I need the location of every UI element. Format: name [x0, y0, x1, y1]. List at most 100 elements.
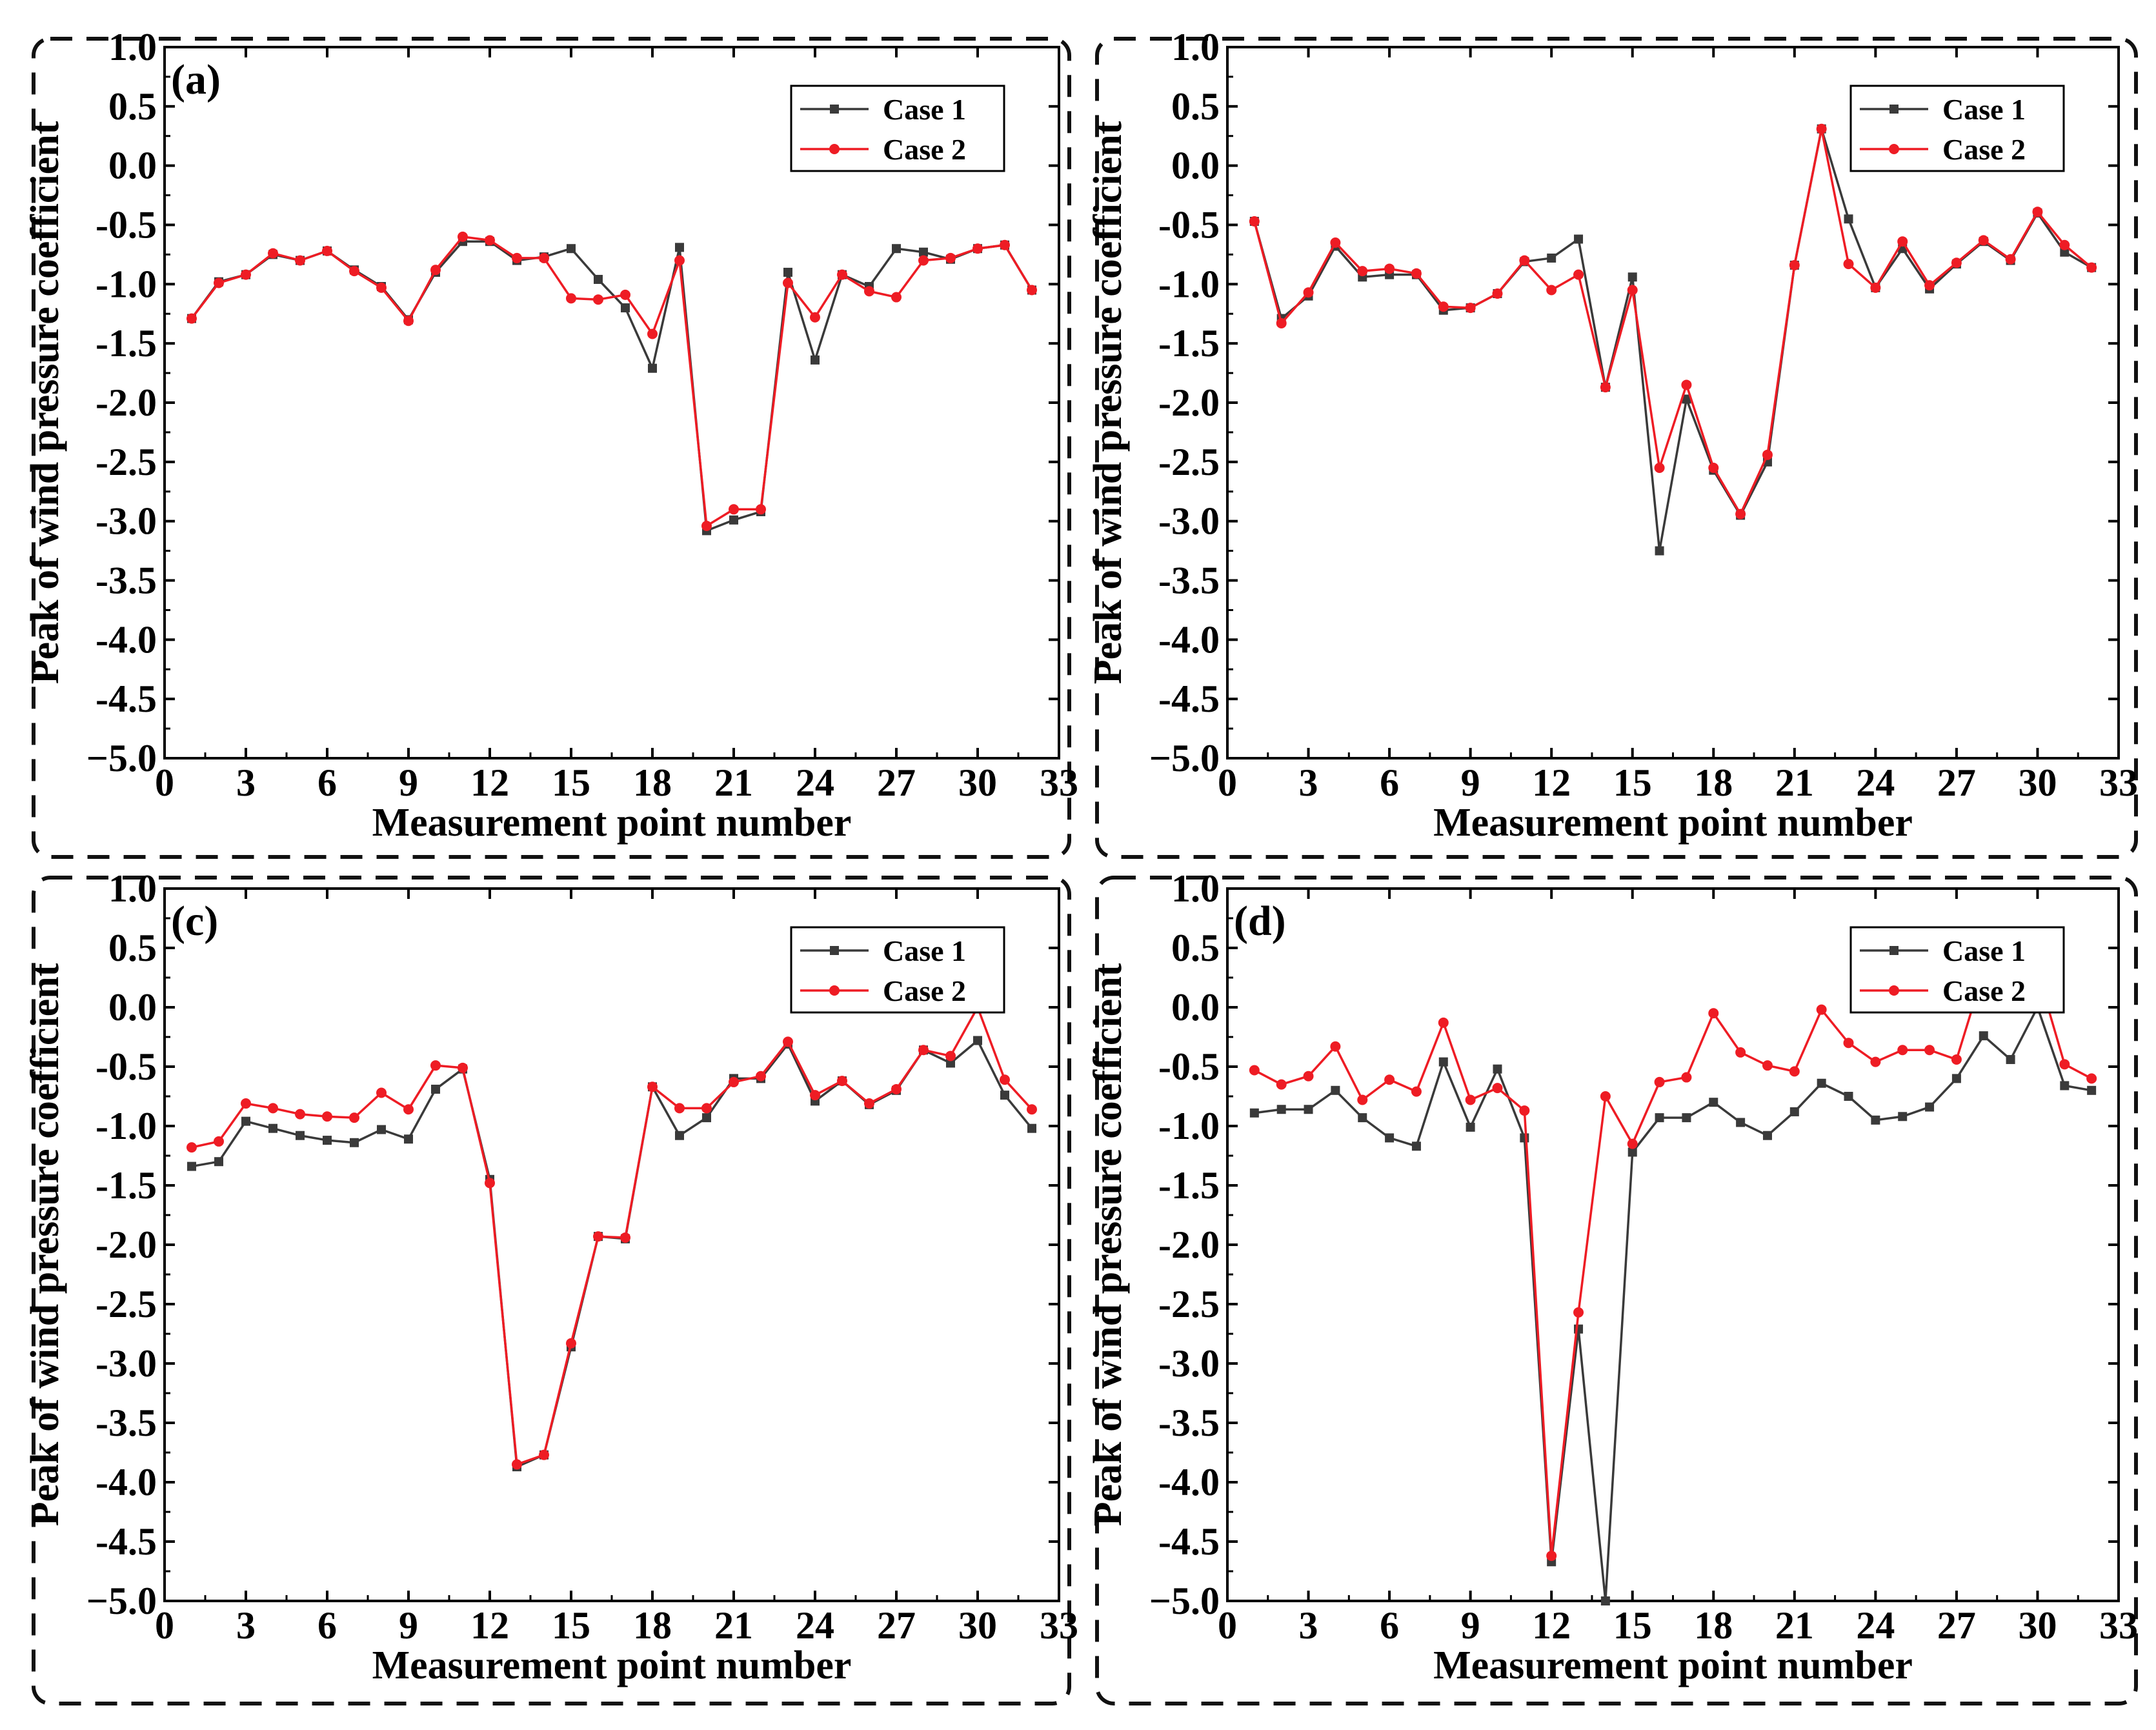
data-point [458, 1062, 468, 1073]
data-point [756, 1071, 766, 1081]
series-2 [1249, 123, 2097, 519]
y-tick-label: -1.0 [96, 263, 157, 305]
legend-label: Case 2 [883, 974, 966, 1007]
x-tick-label: 9 [399, 1604, 418, 1647]
data-point [810, 1090, 820, 1101]
data-point [891, 1083, 902, 1094]
data-point [1681, 379, 1692, 390]
data-point [593, 1231, 603, 1242]
data-point [567, 244, 576, 254]
y-tick-label: 0.0 [1171, 986, 1220, 1029]
legend-label: Case 2 [1942, 133, 2026, 166]
chart-panel-4: 1.0 0.5 0.0 -0.5 -1.0 -1.5 -2.0 -2.5 -3.0 -3.5 -4.… [1086, 867, 2138, 1705]
y-tick-label: 0.5 [108, 927, 157, 969]
x-axis-label: Measurement point number [372, 1644, 852, 1687]
data-point [1789, 1066, 1800, 1077]
data-point [945, 1051, 956, 1061]
y-tick-label: -2.5 [96, 441, 157, 483]
y-tick-label: -3.0 [96, 500, 157, 543]
x-tick-label: 6 [317, 1604, 337, 1647]
data-point [1027, 1104, 1037, 1115]
x-tick-label: 18 [633, 1604, 672, 1647]
x-tick-label: 24 [1856, 761, 1895, 804]
x-tick-label: 27 [1937, 761, 1976, 804]
data-point [701, 521, 712, 532]
legend-box [790, 85, 1005, 172]
x-tick-label: 15 [1613, 1604, 1652, 1647]
data-point [1843, 1038, 1854, 1049]
data-point [295, 255, 305, 266]
data-point [1303, 287, 1314, 298]
data-point [2032, 206, 2043, 217]
data-point [674, 255, 685, 266]
data-point [296, 1131, 305, 1140]
data-point [1027, 1123, 1036, 1133]
y-tick-label: -0.5 [1158, 204, 1220, 246]
data-point [1951, 257, 1962, 268]
y-tick-label: -1.5 [96, 1164, 157, 1207]
data-point [1789, 259, 1800, 270]
y-axis-label: Peak of wind pressure coefficient [1086, 121, 1130, 684]
legend: Case 1 Case 2 [1849, 926, 2065, 1014]
data-point [756, 504, 766, 515]
data-point [1330, 237, 1341, 248]
y-tick-label: -4.5 [96, 678, 157, 720]
y-tick-label: -4.0 [1158, 1461, 1220, 1504]
y-tick-label: 1.0 [108, 26, 157, 68]
data-point [539, 1449, 549, 1460]
data-point [647, 1081, 658, 1092]
y-tick-label: 1.0 [108, 867, 157, 910]
data-point [1762, 449, 1773, 460]
x-tick-label: 15 [552, 761, 590, 804]
data-point [1925, 1102, 1935, 1112]
y-tick-label: -3.0 [96, 1342, 157, 1385]
chart-panel-2: 1.0 0.5 0.0 -0.5 -1.0 -1.5 -2.0 -2.5 -3.0 -3.5 -4.… [1086, 26, 2138, 859]
data-point [2059, 239, 2070, 250]
y-tick-label: -4.0 [96, 618, 157, 661]
data-point [1438, 301, 1449, 312]
data-point [783, 1036, 793, 1047]
data-point [1520, 1133, 1529, 1143]
data-point [322, 245, 332, 256]
data-point [1384, 1074, 1395, 1085]
data-point [186, 1142, 197, 1153]
y-tick-label: -3.5 [96, 1402, 157, 1444]
data-point [918, 1045, 929, 1056]
data-point [349, 266, 359, 277]
data-point [1276, 317, 1287, 328]
legend-marker [1889, 144, 1899, 154]
data-point [1897, 1045, 1908, 1056]
data-point [891, 292, 902, 303]
data-point [864, 286, 874, 297]
series-line [1253, 127, 2093, 552]
x-tick-label: 12 [470, 761, 509, 804]
x-tick-label: 24 [796, 761, 834, 804]
data-point [594, 274, 603, 284]
data-point [1465, 1094, 1476, 1105]
data-point [376, 282, 387, 293]
data-point [1951, 1074, 1961, 1083]
y-tick-label: 0.5 [108, 85, 157, 128]
x-tick-label: 0 [155, 1604, 174, 1647]
x-tick-label: 30 [2018, 761, 2057, 804]
data-point [1000, 1091, 1009, 1100]
x-tick-label: 9 [399, 761, 418, 804]
data-point [214, 1157, 223, 1167]
y-axis-label: Peak of wind pressure coefficient [23, 963, 67, 1526]
data-point [350, 1138, 359, 1147]
series-line [191, 1039, 1033, 1468]
data-point [1276, 1079, 1287, 1090]
data-point [1951, 1054, 1962, 1065]
y-tick-label: -2.5 [96, 1283, 157, 1325]
data-point [1546, 285, 1557, 296]
y-tick-label: -1.0 [96, 1105, 157, 1147]
x-tick-label: 30 [2018, 1604, 2057, 1647]
data-point [972, 243, 983, 254]
x-tick-label: 21 [1775, 761, 1814, 804]
x-tick-label: 21 [714, 761, 753, 804]
y-tick-label: -2.5 [1158, 1283, 1220, 1325]
y-tick-label: -3.5 [1158, 559, 1220, 602]
x-tick-label: 6 [317, 761, 337, 804]
series-line [190, 236, 1033, 527]
